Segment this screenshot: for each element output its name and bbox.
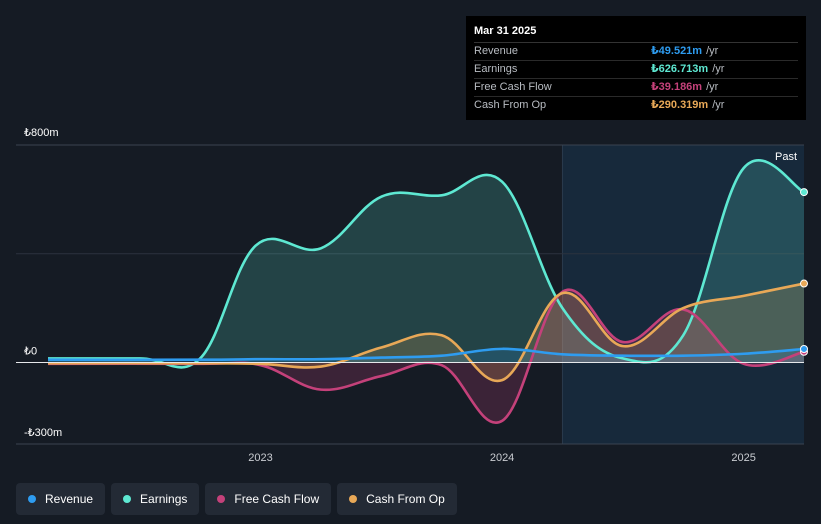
cash-from-op-end-point (800, 279, 808, 288)
legend-dot-icon (28, 495, 36, 503)
tooltip-row-cash-from-op: Cash From Op ₺290.319m /yr (474, 97, 798, 114)
revenue-end-point (800, 344, 808, 353)
past-label: Past (775, 151, 797, 163)
tooltip-label: Earnings (474, 63, 518, 75)
tooltip-date: Mar 31 2025 (474, 24, 798, 43)
tooltip: Mar 31 2025 Revenue ₺49.521m /yr Earning… (466, 16, 806, 120)
legend-label: Earnings (140, 492, 188, 506)
tooltip-value: ₺626.713m (651, 63, 709, 75)
legend-item-revenue[interactable]: Revenue (16, 483, 106, 515)
tooltip-unit: /yr (706, 81, 719, 93)
legend-label: Free Cash Flow (234, 492, 320, 506)
earnings-end-point (800, 188, 808, 197)
tooltip-value: ₺290.319m (651, 99, 709, 111)
tooltip-label: Free Cash Flow (474, 81, 552, 93)
tooltip-row-free-cash-flow: Free Cash Flow ₺39.186m /yr (474, 79, 798, 97)
tooltip-row-earnings: Earnings ₺626.713m /yr (474, 61, 798, 79)
past-region (562, 145, 804, 444)
tooltip-unit: /yr (712, 99, 725, 111)
earnings-area (48, 160, 804, 368)
x-tick-label: 2023 (248, 452, 272, 464)
legend-label: Revenue (45, 492, 94, 506)
tooltip-unit: /yr (706, 45, 719, 57)
legend: Revenue Earnings Free Cash Flow Cash Fro… (16, 483, 457, 515)
cash-from-op-line (47, 282, 805, 383)
tooltip-label: Cash From Op (474, 99, 547, 111)
earnings-line (48, 158, 805, 369)
chart: ₺800m ₺0 -₺300m 2023 2024 2025 Past (16, 127, 808, 464)
legend-dot-icon (217, 495, 226, 503)
tooltip-value: ₺39.186m (651, 81, 703, 93)
legend-item-free-cash-flow[interactable]: Free Cash Flow (205, 483, 332, 515)
y-tick-label: ₺800m (24, 127, 59, 139)
revenue-area (48, 348, 804, 363)
legend-item-cash-from-op[interactable]: Cash From Op (337, 483, 457, 515)
tooltip-unit: /yr (712, 63, 725, 75)
y-tick-label: -₺300m (24, 427, 62, 439)
legend-item-earnings[interactable]: Earnings (111, 483, 200, 515)
x-tick-label: 2025 (731, 452, 755, 464)
tooltip-label: Revenue (474, 45, 519, 57)
tooltip-row-revenue: Revenue ₺49.521m /yr (474, 43, 798, 61)
legend-label: Cash From Op (366, 492, 445, 506)
tooltip-value: ₺49.521m (651, 45, 703, 57)
y-tick-label: ₺0 (24, 345, 37, 357)
x-tick-label: 2024 (490, 452, 514, 464)
legend-dot-icon (349, 495, 358, 503)
revenue-line (47, 347, 805, 362)
legend-dot-icon (123, 495, 132, 503)
